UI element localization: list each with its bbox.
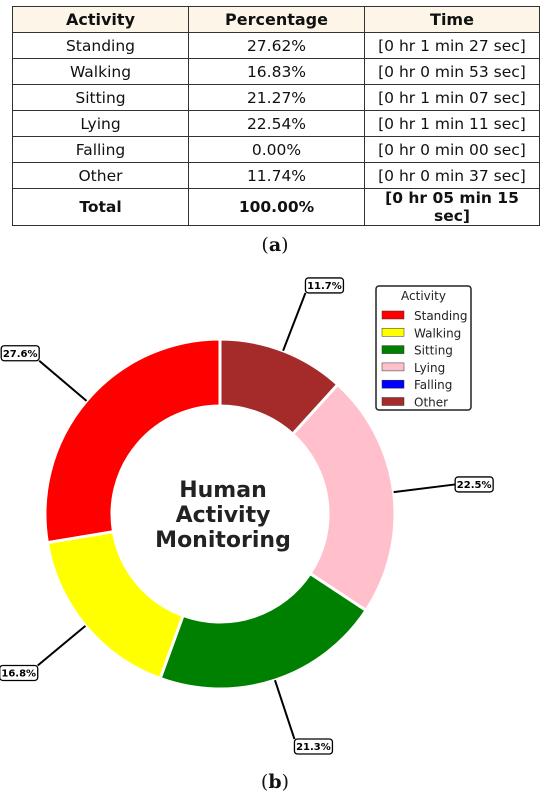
leader-line [282,292,307,352]
legend-label-falling: Falling [414,378,452,392]
table-cell: 16.83% [188,58,365,85]
donut-slice-other [218,337,340,437]
data-label-box [0,345,40,362]
table-cell: Sitting [12,84,189,111]
table-row: Walking 16.83% [0 hr 0 min 53 sec] [12,58,540,85]
donut-slice-sitting [158,571,369,691]
table-cell: Lying [12,110,189,137]
data-label-box [304,277,345,294]
legend-label-lying: Lying [414,361,445,375]
legend-swatch-lying [381,362,405,372]
table-row: Lying 22.54% [0 hr 1 min 11 sec] [12,110,540,137]
table-cell: [0 hr 05 min 15 sec] [364,188,540,226]
caption-letter: a [268,234,282,256]
activity-table: Activity Percentage Time Standing 27.62%… [12,6,540,226]
legend-swatch-sitting [381,345,405,354]
center-title-line: Activity [176,503,271,528]
data-label: 16.8% [1,668,36,679]
donut-chart: 27.6%16.8%21.3%22.5%11.7%HumanActivityMo… [0,277,494,755]
table-row: Sitting 21.27% [0 hr 1 min 07 sec] [12,84,540,111]
data-label-box [0,664,39,682]
data-label: 22.5% [457,480,492,491]
legend-swatch-falling [381,379,405,389]
table-cell: [0 hr 1 min 07 sec] [364,84,540,111]
table-row: Falling 0.00% [0 hr 0 min 00 sec] [12,136,540,163]
table-cell: Standing [12,32,189,59]
leader-line [393,483,456,494]
legend-label-other: Other [414,396,448,410]
table-cell: 100.00% [188,188,365,226]
data-label-box [293,738,334,755]
center-title-line: Monitoring [155,528,291,553]
table-cell: 27.62% [188,32,365,59]
table-cell: [0 hr 1 min 11 sec] [364,110,540,137]
data-label: 21.3% [296,742,331,753]
table-cell: [0 hr 0 min 00 sec] [364,136,540,163]
caption-b: (b) [260,771,290,793]
center-title-line: Human [179,478,267,503]
table-cell: Other [12,162,189,189]
donut-slice-lying [290,382,397,613]
table-header-row: Activity Percentage Time [12,6,540,33]
table-cell: 22.54% [188,110,365,137]
table-cell: Falling [12,136,189,163]
table-cell: 0.00% [188,136,365,163]
table-total-row: Total 100.00% [0 hr 05 min 15 sec] [12,188,540,226]
legend-label-sitting: Sitting [414,344,453,358]
table-cell: [0 hr 1 min 27 sec] [364,32,540,59]
column-header: Time [364,6,540,33]
table-cell: 11.74% [188,162,365,189]
table-cell: [0 hr 0 min 53 sec] [364,58,540,85]
table-cell: Total [12,188,189,226]
table-row: Standing 27.62% [0 hr 1 min 27 sec] [12,32,540,59]
donut-slice-standing [43,337,222,545]
table-cell: 21.27% [188,84,365,111]
donut-slice-walking [45,529,186,681]
table-row: Other 11.74% [0 hr 0 min 37 sec] [12,162,540,189]
column-header: Activity [12,6,189,33]
table-cell: [0 hr 0 min 37 sec] [364,162,540,189]
legend-swatch-other [381,397,405,406]
legend-label-standing: Standing [414,309,467,323]
column-header: Percentage [188,6,365,33]
data-label: 11.7% [307,281,342,292]
table-cell: Walking [12,58,189,85]
caption-letter: b [268,771,282,793]
legend-swatch-standing [381,310,405,320]
legend-label-walking: Walking [414,326,461,340]
leader-line [38,359,88,402]
legend-swatch-walking [381,328,405,337]
leader-line [37,625,87,667]
data-label: 27.6% [3,349,38,360]
leader-line [274,679,296,740]
legend-title: Activity [401,289,446,303]
data-label-box [454,476,494,493]
caption-a: (a) [261,234,289,256]
